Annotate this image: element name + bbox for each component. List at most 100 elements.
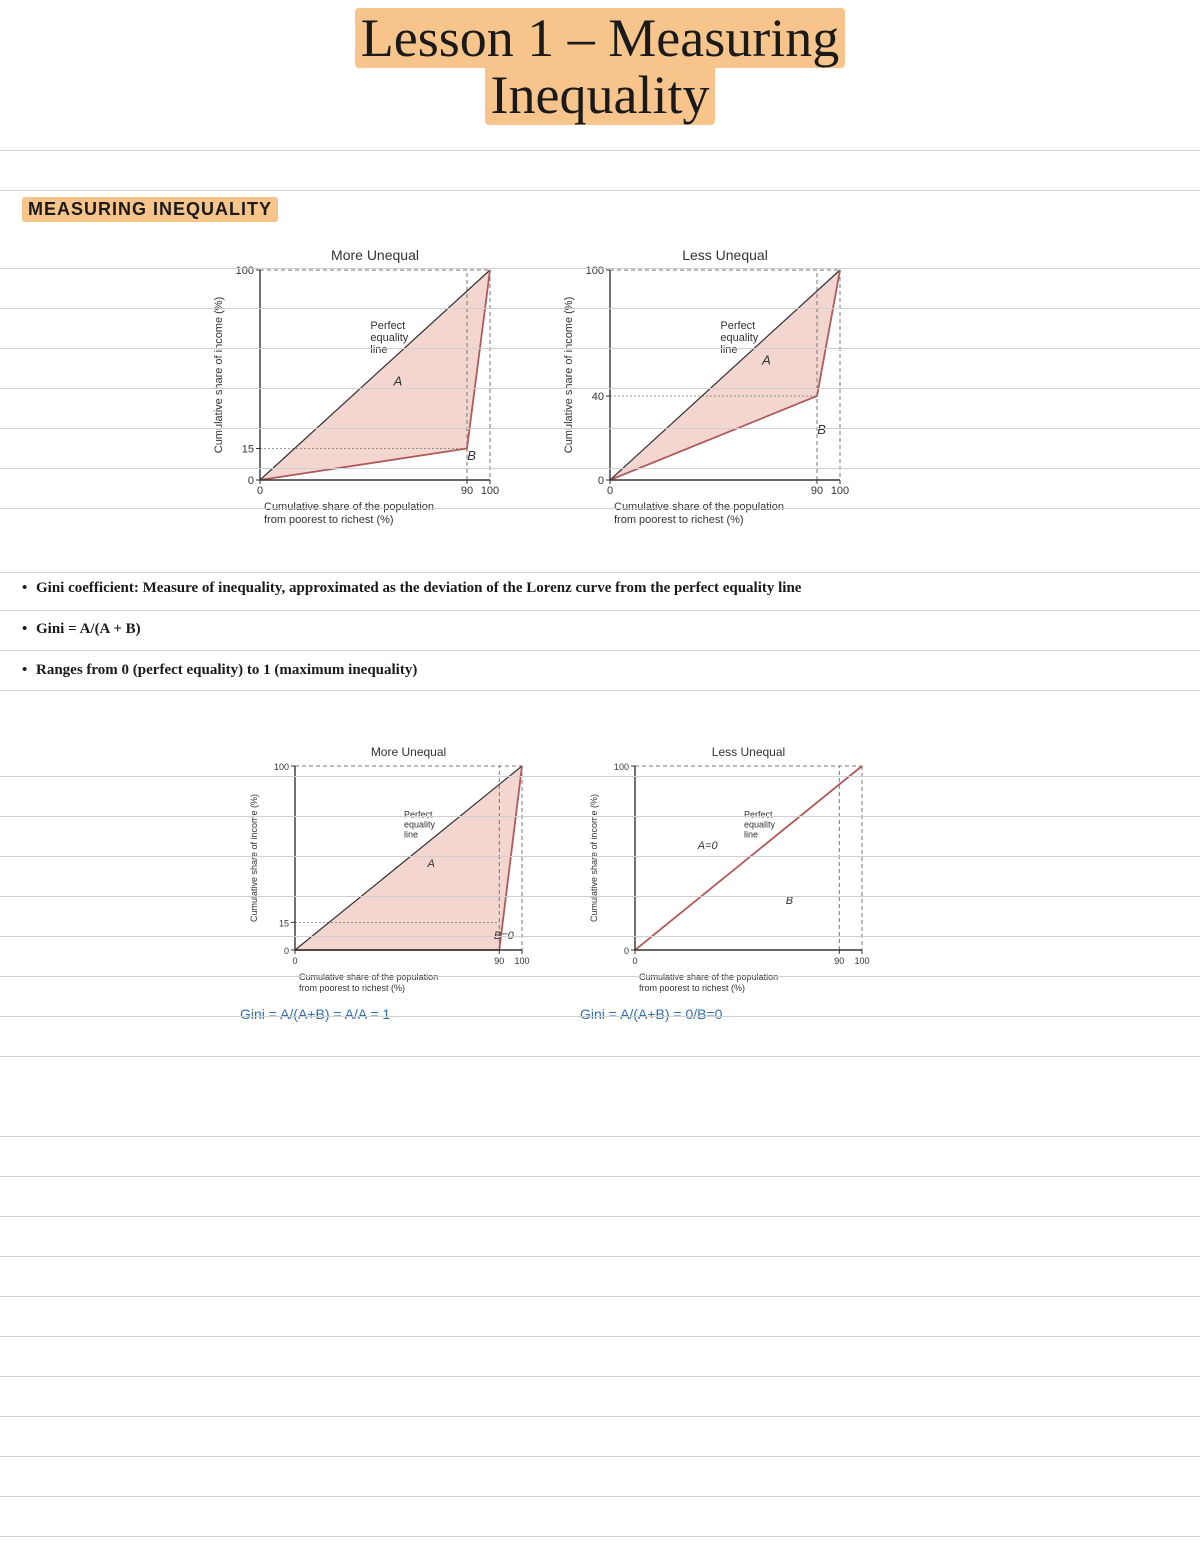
svg-text:0: 0 bbox=[284, 946, 289, 956]
horizontal-rule bbox=[0, 572, 1200, 573]
svg-text:15: 15 bbox=[242, 444, 254, 456]
svg-text:A: A bbox=[427, 858, 435, 870]
horizontal-rule bbox=[0, 508, 1200, 509]
horizontal-rule bbox=[0, 268, 1200, 269]
bullet-3: •Ranges from 0 (perfect equality) to 1 (… bbox=[22, 662, 801, 679]
svg-text:Perfect: Perfect bbox=[370, 320, 405, 332]
svg-text:90: 90 bbox=[461, 485, 473, 497]
horizontal-rule bbox=[0, 190, 1200, 191]
horizontal-rule bbox=[0, 1056, 1200, 1057]
svg-text:90: 90 bbox=[494, 956, 504, 966]
horizontal-rule bbox=[0, 976, 1200, 977]
svg-text:15: 15 bbox=[279, 918, 289, 928]
horizontal-rule bbox=[0, 776, 1200, 777]
svg-text:line: line bbox=[744, 830, 758, 840]
svg-text:0: 0 bbox=[248, 475, 254, 487]
horizontal-rule bbox=[0, 1216, 1200, 1217]
svg-text:equality: equality bbox=[720, 332, 758, 344]
horizontal-rule bbox=[0, 1016, 1200, 1017]
horizontal-rule bbox=[0, 610, 1200, 611]
svg-text:100: 100 bbox=[514, 956, 529, 966]
title-line2: Inequality bbox=[485, 65, 716, 125]
svg-text:line: line bbox=[370, 344, 387, 356]
svg-text:Cumulative share of income (%): Cumulative share of income (%) bbox=[589, 794, 599, 922]
horizontal-rule bbox=[0, 1296, 1200, 1297]
horizontal-rule bbox=[0, 1376, 1200, 1377]
horizontal-rule bbox=[0, 856, 1200, 857]
bullet-1: •Gini coefficient: Measure of inequality… bbox=[22, 580, 801, 597]
chart-1-less: Less Unequal 100 40 0 0 90 100 Cumulativ… bbox=[550, 240, 860, 540]
bullet-list: •Gini coefficient: Measure of inequality… bbox=[22, 580, 801, 703]
horizontal-rule bbox=[0, 1336, 1200, 1337]
svg-text:100: 100 bbox=[831, 485, 849, 497]
horizontal-rule bbox=[0, 1136, 1200, 1137]
svg-text:100: 100 bbox=[614, 762, 629, 772]
svg-text:Cumulative share of income (%): Cumulative share of income (%) bbox=[563, 297, 575, 454]
horizontal-rule bbox=[0, 1416, 1200, 1417]
svg-text:equality: equality bbox=[404, 820, 436, 830]
gini-caption-right: Gini = A/(A+B) = 0/B=0 bbox=[580, 1006, 880, 1022]
svg-text:Cumulative share of the popula: Cumulative share of the population bbox=[614, 501, 784, 513]
svg-text:Perfect: Perfect bbox=[720, 320, 755, 332]
horizontal-rule bbox=[0, 690, 1200, 691]
section-heading: MEASURING INEQUALITY bbox=[22, 197, 278, 222]
svg-text:A: A bbox=[761, 353, 771, 368]
gini-caption-left: Gini = A/(A+B) = A/A = 1 bbox=[240, 1006, 540, 1022]
svg-text:100: 100 bbox=[586, 265, 604, 277]
svg-text:Cumulative share of income (%): Cumulative share of income (%) bbox=[249, 794, 259, 922]
horizontal-rule bbox=[0, 1536, 1200, 1537]
svg-text:B: B bbox=[817, 422, 826, 437]
horizontal-rule bbox=[0, 1496, 1200, 1497]
horizontal-rule bbox=[0, 936, 1200, 937]
svg-text:Cumulative share of the popula: Cumulative share of the population bbox=[299, 972, 438, 982]
horizontal-rule bbox=[0, 1456, 1200, 1457]
chart-2-less-svg: Less Unequal 100 0 0 90 100 Cumulative s… bbox=[580, 740, 880, 1000]
page-title: Lesson 1 – Measuring Inequality bbox=[0, 10, 1200, 123]
svg-text:90: 90 bbox=[811, 485, 823, 497]
horizontal-rule bbox=[0, 1176, 1200, 1177]
chart-1-more: More Unequal 100 15 0 0 90 100 Cumulativ… bbox=[200, 240, 510, 540]
svg-text:0: 0 bbox=[607, 485, 613, 497]
svg-text:from poorest to richest (%): from poorest to richest (%) bbox=[639, 983, 745, 993]
horizontal-rule bbox=[0, 388, 1200, 389]
svg-text:0: 0 bbox=[292, 956, 297, 966]
horizontal-rule bbox=[0, 468, 1200, 469]
svg-text:Perfect: Perfect bbox=[404, 810, 433, 820]
svg-text:More Unequal: More Unequal bbox=[371, 745, 446, 759]
svg-text:100: 100 bbox=[236, 265, 254, 277]
svg-text:Less Unequal: Less Unequal bbox=[712, 745, 785, 759]
horizontal-rule bbox=[0, 896, 1200, 897]
title-line1: Lesson 1 – Measuring bbox=[355, 8, 845, 68]
svg-text:100: 100 bbox=[274, 762, 289, 772]
svg-text:equality: equality bbox=[370, 332, 408, 344]
svg-text:100: 100 bbox=[481, 485, 499, 497]
svg-text:90: 90 bbox=[834, 956, 844, 966]
svg-text:equality: equality bbox=[744, 820, 776, 830]
svg-text:A=0: A=0 bbox=[697, 840, 719, 852]
svg-text:A: A bbox=[393, 374, 403, 389]
svg-text:Perfect: Perfect bbox=[744, 810, 773, 820]
svg-text:B: B bbox=[467, 448, 476, 463]
chart-2-less: Less Unequal 100 0 0 90 100 Cumulative s… bbox=[580, 740, 880, 1022]
chart-pair-1: More Unequal 100 15 0 0 90 100 Cumulativ… bbox=[200, 240, 860, 540]
svg-text:40: 40 bbox=[592, 391, 604, 403]
svg-text:0: 0 bbox=[632, 956, 637, 966]
svg-text:100: 100 bbox=[854, 956, 869, 966]
svg-text:from poorest to richest (%): from poorest to richest (%) bbox=[614, 514, 744, 526]
horizontal-rule bbox=[0, 428, 1200, 429]
horizontal-rule bbox=[0, 816, 1200, 817]
svg-text:Cumulative share of the popula: Cumulative share of the population bbox=[264, 501, 434, 513]
horizontal-rule bbox=[0, 348, 1200, 349]
svg-text:More Unequal: More Unequal bbox=[331, 247, 419, 263]
svg-text:line: line bbox=[404, 830, 418, 840]
horizontal-rule bbox=[0, 308, 1200, 309]
svg-text:from poorest to richest (%): from poorest to richest (%) bbox=[299, 983, 405, 993]
horizontal-rule bbox=[0, 1256, 1200, 1257]
svg-text:0: 0 bbox=[257, 485, 263, 497]
chart-2-more-svg: More Unequal 100 15 0 0 90 100 Cumulativ… bbox=[240, 740, 540, 1000]
chart-2-more: More Unequal 100 15 0 0 90 100 Cumulativ… bbox=[240, 740, 540, 1022]
horizontal-rule bbox=[0, 650, 1200, 651]
svg-text:0: 0 bbox=[624, 946, 629, 956]
svg-text:Less Unequal: Less Unequal bbox=[682, 247, 768, 263]
svg-text:Cumulative share of the popula: Cumulative share of the population bbox=[639, 972, 778, 982]
